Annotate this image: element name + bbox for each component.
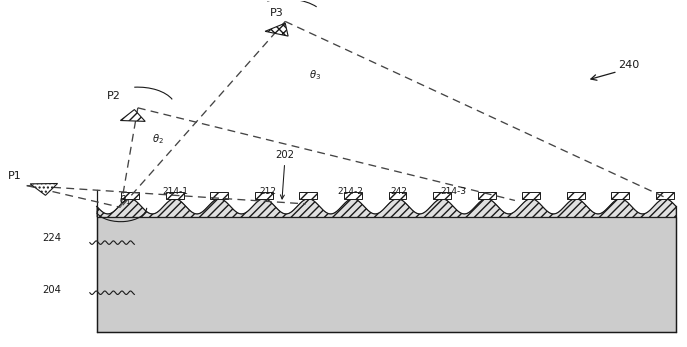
Bar bbox=[344, 192, 362, 199]
Text: 214-2: 214-2 bbox=[337, 187, 363, 196]
Bar bbox=[255, 192, 273, 199]
Bar bbox=[166, 192, 183, 199]
Bar bbox=[97, 217, 676, 332]
Bar bbox=[477, 192, 495, 199]
Polygon shape bbox=[120, 110, 145, 121]
Text: 240: 240 bbox=[618, 60, 639, 70]
Text: $\theta_1$: $\theta_1$ bbox=[119, 194, 131, 208]
Text: P1: P1 bbox=[8, 171, 21, 181]
Bar bbox=[300, 192, 317, 199]
Bar bbox=[611, 192, 629, 199]
Text: $\theta_3$: $\theta_3$ bbox=[309, 68, 322, 82]
Bar bbox=[656, 192, 674, 199]
Bar bbox=[567, 192, 585, 199]
Text: P2: P2 bbox=[107, 91, 121, 101]
Bar bbox=[522, 192, 540, 199]
Text: $\theta_2$: $\theta_2$ bbox=[152, 132, 164, 146]
Text: 224: 224 bbox=[42, 233, 61, 243]
Polygon shape bbox=[97, 199, 676, 217]
Text: 202: 202 bbox=[275, 150, 295, 199]
Text: 212: 212 bbox=[260, 187, 277, 196]
Text: 204: 204 bbox=[42, 285, 60, 295]
Bar bbox=[97, 217, 676, 332]
Polygon shape bbox=[265, 23, 288, 36]
Text: 214-1: 214-1 bbox=[163, 187, 188, 196]
Bar bbox=[433, 192, 451, 199]
Text: P3: P3 bbox=[269, 8, 283, 18]
Bar bbox=[121, 192, 139, 199]
Text: 242: 242 bbox=[390, 187, 407, 196]
Bar bbox=[389, 192, 407, 199]
Bar bbox=[210, 192, 228, 199]
Polygon shape bbox=[30, 184, 58, 195]
Text: 214-3: 214-3 bbox=[440, 187, 466, 196]
